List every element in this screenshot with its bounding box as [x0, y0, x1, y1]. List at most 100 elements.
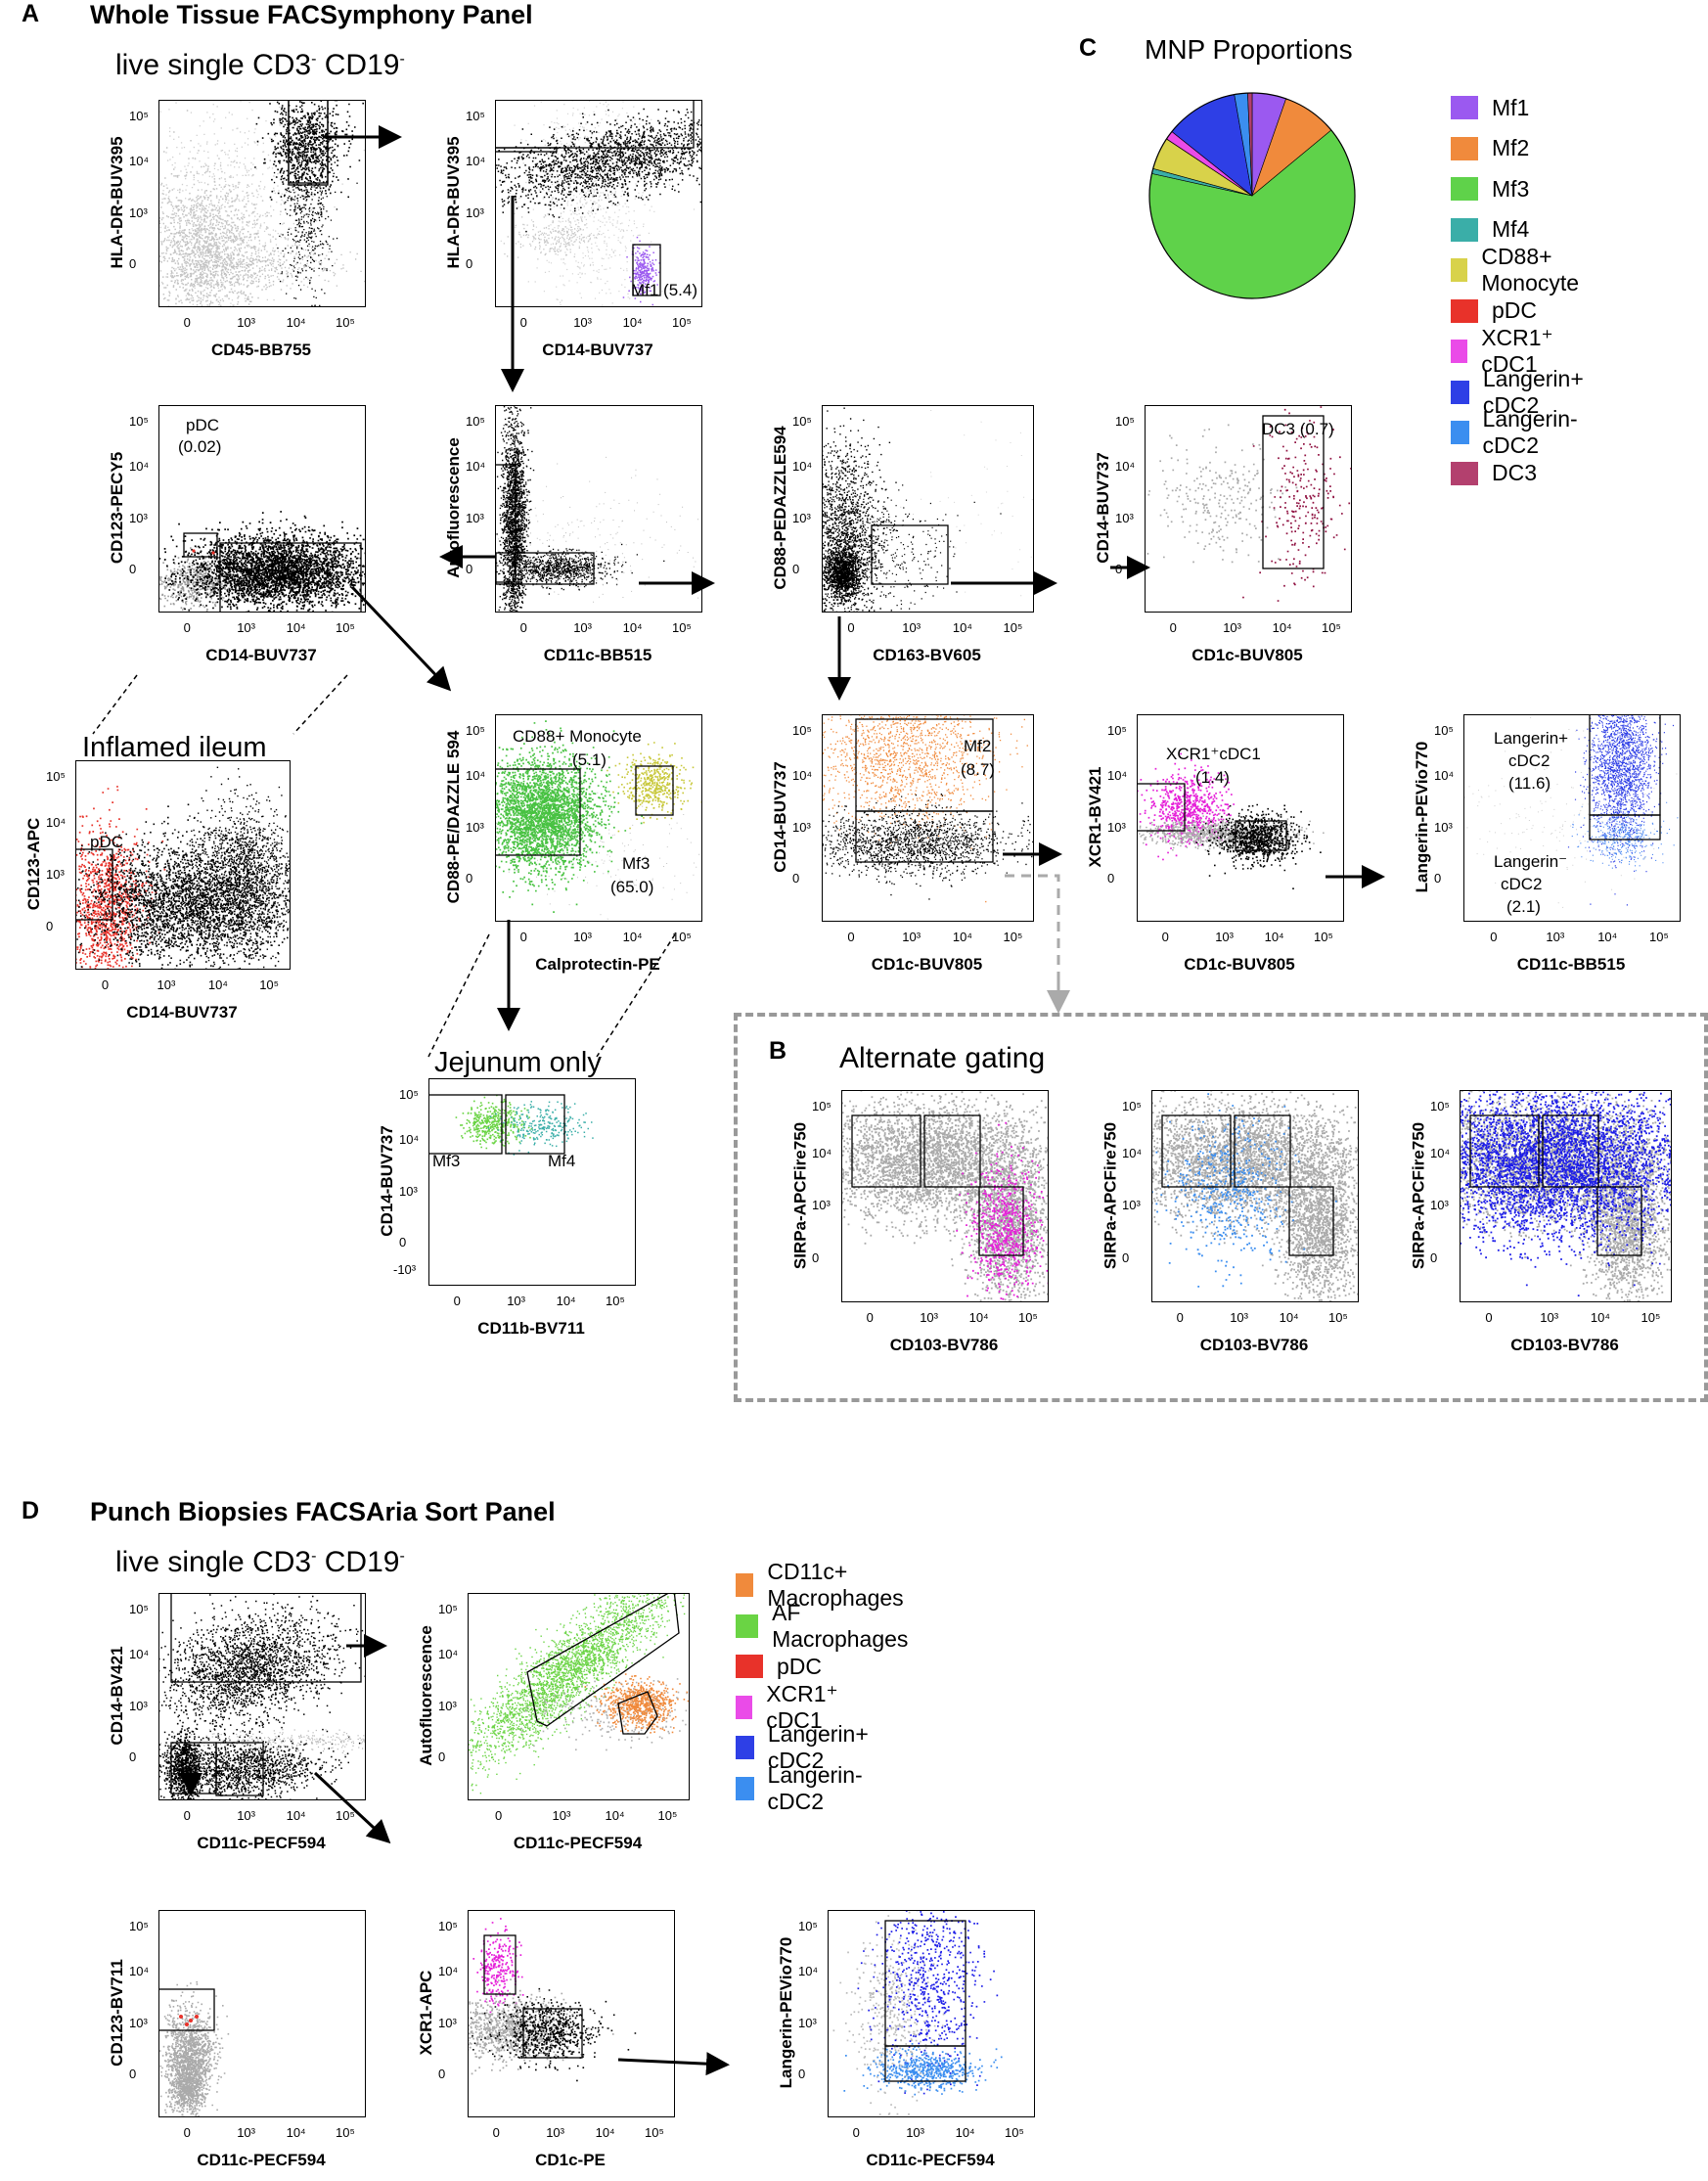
y-tick-label: 10³: [129, 511, 148, 525]
x-axis-label: CD163-BV605: [802, 646, 1052, 665]
x-axis-label: CD11c-PECF594: [139, 2151, 383, 2170]
x-axis-label: CD103-BV786: [1440, 1336, 1689, 1355]
y-tick-label: 0: [466, 562, 472, 576]
x-tick-label: 10⁵: [1005, 2125, 1024, 2140]
y-tick-label: 0: [466, 871, 472, 886]
x-tick-label: 0: [102, 977, 109, 992]
y-tick-label: 10⁴: [438, 1964, 458, 1978]
x-tick-label: 10⁵: [672, 315, 692, 330]
y-tick-label: 10³: [129, 1699, 148, 1713]
x-tick-label: 0: [520, 620, 527, 635]
x-tick-label: 0: [1490, 930, 1497, 944]
y-tick-label: 0: [1430, 1250, 1437, 1265]
y-tick-label: 10⁵: [438, 1602, 458, 1616]
x-tick-label: 10⁵: [259, 977, 279, 992]
y-tick-label: 10⁴: [1115, 459, 1135, 474]
x-tick-label: 10³: [902, 930, 921, 944]
x-axis-label: CD11b-BV711: [409, 1319, 653, 1339]
y-tick-label: 0: [466, 256, 472, 271]
x-tick-label: 10⁴: [1265, 930, 1284, 944]
x-tick-label: 10⁵: [1649, 930, 1669, 944]
x-axis-label: Calprotectin-PE: [475, 955, 720, 975]
x-tick-label: 0: [184, 620, 191, 635]
y-tick-label: 10⁵: [1434, 723, 1454, 738]
y-tick-label: 10⁴: [812, 1146, 832, 1160]
x-tick-label: 10³: [920, 1310, 938, 1325]
x-tick-label: 10⁵: [606, 1294, 625, 1308]
x-tick-label: 10³: [237, 620, 255, 635]
x-tick-label: 10⁴: [953, 620, 972, 635]
y-axis-label: CD14-BUV737: [378, 1068, 397, 1294]
x-tick-label: 10⁵: [1004, 620, 1023, 635]
y-tick-label: 10⁴: [1122, 1146, 1142, 1160]
y-tick-label: 10⁴: [129, 1964, 149, 1978]
x-tick-label: 10³: [1540, 1310, 1558, 1325]
x-tick-label: 10⁴: [1591, 1310, 1610, 1325]
x-axis-label: CD1c-BUV805: [1117, 955, 1362, 975]
y-tick-label: 0: [129, 2067, 136, 2081]
x-tick-label: 0: [454, 1294, 461, 1308]
y-tick-label: 10³: [438, 1699, 457, 1713]
y-tick-label: 0: [46, 919, 53, 933]
y-tick-label: 10³: [792, 820, 811, 835]
y-tick-label: 0: [399, 1235, 406, 1250]
x-tick-label: 10³: [906, 2125, 924, 2140]
y-tick-label: 0: [792, 871, 799, 886]
y-tick-label: 10⁴: [46, 815, 66, 830]
x-tick-label: 10⁴: [623, 620, 643, 635]
y-axis-label: CD123-BV711: [108, 1900, 127, 2125]
y-tick-label: 10³: [466, 820, 484, 835]
x-tick-label: 10⁵: [1018, 1310, 1038, 1325]
y-tick-label: 10⁵: [792, 723, 812, 738]
y-tick-label: 10⁴: [1430, 1146, 1450, 1160]
x-tick-label: 10³: [553, 1808, 571, 1823]
x-tick-label: 10⁴: [557, 1294, 576, 1308]
y-tick-label: 10⁵: [466, 723, 485, 738]
y-tick-label: 10⁵: [792, 414, 812, 429]
y-axis-label: CD123-PECY5: [108, 395, 127, 620]
y-tick-label: 10⁴: [1107, 768, 1127, 783]
y-tick-label: 0: [129, 1749, 136, 1764]
x-axis-label: CD1c-BUV805: [802, 955, 1052, 975]
y-tick-label: 10³: [466, 511, 484, 525]
x-tick-label: 10⁴: [208, 977, 228, 992]
gating-arrow: [315, 1773, 386, 1840]
y-tick-label: 10⁵: [46, 769, 66, 784]
x-tick-label: 10⁵: [645, 2125, 664, 2140]
x-tick-label: 10³: [1546, 930, 1564, 944]
x-tick-label: 0: [184, 315, 191, 330]
x-tick-label: 10³: [237, 2125, 255, 2140]
x-tick-label: 10³: [1223, 620, 1241, 635]
y-tick-label: 10⁵: [812, 1099, 832, 1113]
y-axis-label: CD88-PE/DAZZLE 594: [444, 704, 464, 930]
x-tick-label: 10⁵: [336, 1808, 355, 1823]
x-tick-label: 10⁴: [287, 620, 306, 635]
y-tick-label: 10⁵: [466, 109, 485, 123]
y-tick-label: 10⁵: [399, 1087, 419, 1102]
y-tick-label: 10⁵: [129, 109, 149, 123]
y-axis-label: XCR1-APC: [417, 1900, 436, 2125]
y-tick-label: 10⁴: [129, 459, 149, 474]
y-tick-label: 10³: [129, 205, 148, 220]
y-tick-label: 10⁵: [1107, 723, 1127, 738]
y-tick-label: 10⁵: [129, 1919, 149, 1933]
x-axis-label: CD1c-PE: [448, 2151, 693, 2170]
y-tick-label: 10³: [46, 867, 65, 882]
y-tick-label: 10³: [1107, 820, 1126, 835]
x-tick-label: 10³: [902, 620, 921, 635]
y-tick-label: 10⁴: [466, 154, 485, 168]
y-axis-label: SIRPa-APCFire750: [1101, 1080, 1120, 1310]
x-tick-label: 0: [1162, 930, 1169, 944]
y-tick-label: 10³: [798, 2016, 817, 2030]
x-axis-label: CD14-BUV737: [139, 646, 383, 665]
x-tick-label: 10⁵: [672, 930, 692, 944]
y-tick-label: 10⁴: [792, 768, 812, 783]
y-axis-label: Autofluorescence: [444, 395, 464, 620]
x-axis-label: CD11c-PECF594: [139, 1834, 383, 1853]
x-tick-label: 10³: [546, 2125, 564, 2140]
x-axis-label: CD11c-BB515: [1444, 955, 1698, 975]
y-tick-label: 0: [129, 562, 136, 576]
y-tick-label: 0: [129, 256, 136, 271]
x-tick-label: 0: [1170, 620, 1177, 635]
gating-arrow: [352, 587, 447, 687]
